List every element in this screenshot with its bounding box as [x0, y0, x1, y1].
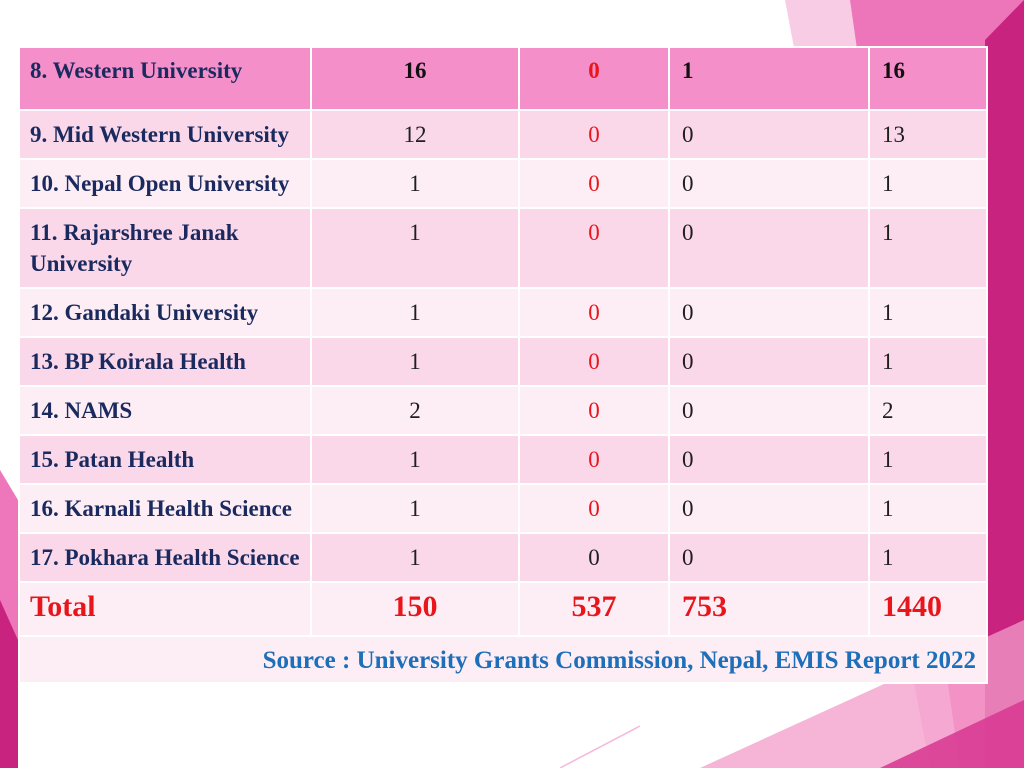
value-cell-3: 0 — [668, 483, 870, 534]
value-cell-2: 0 — [518, 385, 670, 436]
university-name-cell: 14. NAMS — [18, 385, 312, 436]
table-row: 8. Western University 16 0 1 16 — [18, 46, 988, 111]
table-row: 13. BP Koirala Health 1 0 0 1 — [18, 336, 988, 387]
university-name-cell: 8. Western University — [18, 46, 312, 111]
value-cell-2: 0 — [518, 287, 670, 338]
table-row: 12. Gandaki University 1 0 0 1 — [18, 287, 988, 338]
university-name-cell: 17. Pokhara Health Science — [18, 532, 312, 583]
value-cell-2: 0 — [518, 46, 670, 111]
total-label: Total — [18, 581, 312, 637]
value-cell-4: 1 — [868, 158, 988, 209]
bottom-accent-shape-dark — [880, 700, 1024, 768]
table-row: 17. Pokhara Health Science 1 0 0 1 — [18, 532, 988, 583]
value-cell-1: 1 — [310, 287, 520, 338]
value-cell-2: 0 — [518, 207, 670, 289]
value-cell-3: 0 — [668, 287, 870, 338]
value-cell-1: 16 — [310, 46, 520, 111]
data-table-container: 8. Western University 16 0 1 16 9. Mid W… — [18, 46, 988, 684]
value-cell-3: 0 — [668, 434, 870, 485]
table-row: 16. Karnali Health Science 1 0 0 1 — [18, 483, 988, 534]
total-value-2: 537 — [518, 581, 670, 637]
value-cell-4: 1 — [868, 483, 988, 534]
value-cell-4: 1 — [868, 336, 988, 387]
value-cell-1: 12 — [310, 109, 520, 160]
table-row: 9. Mid Western University 12 0 0 13 — [18, 109, 988, 160]
value-cell-2: 0 — [518, 158, 670, 209]
university-name-cell: 12. Gandaki University — [18, 287, 312, 338]
source-row: Source : University Grants Commission, N… — [18, 635, 988, 684]
university-name-cell: 13. BP Koirala Health — [18, 336, 312, 387]
value-cell-3: 0 — [668, 532, 870, 583]
university-data-table: 8. Western University 16 0 1 16 9. Mid W… — [18, 46, 988, 684]
value-cell-4: 1 — [868, 434, 988, 485]
value-cell-1: 1 — [310, 434, 520, 485]
university-name-cell: 11. Rajarshree Janak University — [18, 207, 312, 289]
value-cell-1: 2 — [310, 385, 520, 436]
value-cell-2: 0 — [518, 434, 670, 485]
value-cell-3: 0 — [668, 336, 870, 387]
university-name-cell: 10. Nepal Open University — [18, 158, 312, 209]
value-cell-2: 0 — [518, 109, 670, 160]
value-cell-2: 0 — [518, 336, 670, 387]
value-cell-2: 0 — [518, 483, 670, 534]
value-cell-4: 16 — [868, 46, 988, 111]
source-citation: Source : University Grants Commission, N… — [18, 635, 988, 684]
university-name-cell: 9. Mid Western University — [18, 109, 312, 160]
university-name-cell: 15. Patan Health — [18, 434, 312, 485]
value-cell-4: 13 — [868, 109, 988, 160]
table-row: 10. Nepal Open University 1 0 0 1 — [18, 158, 988, 209]
value-cell-1: 1 — [310, 336, 520, 387]
value-cell-3: 1 — [668, 46, 870, 111]
bottom-thin-line — [559, 725, 641, 768]
value-cell-1: 1 — [310, 158, 520, 209]
value-cell-1: 1 — [310, 483, 520, 534]
table-row: 15. Patan Health 1 0 0 1 — [18, 434, 988, 485]
total-value-1: 150 — [310, 581, 520, 637]
value-cell-4: 1 — [868, 287, 988, 338]
value-cell-4: 2 — [868, 385, 988, 436]
university-name-cell: 16. Karnali Health Science — [18, 483, 312, 534]
value-cell-3: 0 — [668, 158, 870, 209]
right-accent-shape-dark — [985, 0, 1024, 768]
value-cell-1: 1 — [310, 207, 520, 289]
total-value-3: 753 — [668, 581, 870, 637]
value-cell-4: 1 — [868, 207, 988, 289]
total-value-4: 1440 — [868, 581, 988, 637]
table-row: 14. NAMS 2 0 0 2 — [18, 385, 988, 436]
value-cell-1: 1 — [310, 532, 520, 583]
left-accent-shape-dark — [0, 600, 18, 768]
value-cell-3: 0 — [668, 109, 870, 160]
value-cell-4: 1 — [868, 532, 988, 583]
value-cell-3: 0 — [668, 207, 870, 289]
value-cell-3: 0 — [668, 385, 870, 436]
table-row: 11. Rajarshree Janak University 1 0 0 1 — [18, 207, 988, 289]
value-cell-2: 0 — [518, 532, 670, 583]
total-row: Total 150 537 753 1440 — [18, 581, 988, 637]
